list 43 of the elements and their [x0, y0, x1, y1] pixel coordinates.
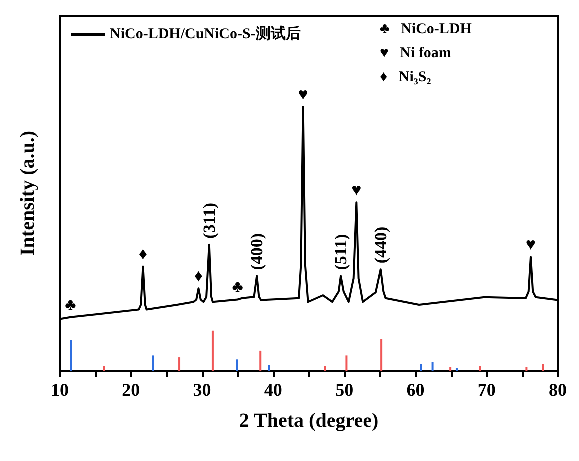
bar	[324, 366, 326, 371]
annotation: ♥	[298, 85, 308, 104]
bar	[432, 362, 434, 371]
annotation: (440)	[371, 226, 390, 264]
text: ♣ NiCo-LDH	[380, 22, 472, 38]
bar	[268, 365, 270, 371]
y-axis-title: Intensity (a.u.)	[17, 130, 39, 256]
bar	[450, 367, 452, 371]
text: ♦ Ni₃S₂	[380, 70, 432, 86]
annotation: (511)	[332, 234, 351, 270]
bar	[178, 358, 181, 371]
x-axis-title: 2 Theta (degree)	[239, 410, 379, 432]
x-tick-label: 60	[406, 380, 425, 400]
x-tick-label: 30	[193, 380, 212, 400]
bar	[212, 330, 214, 371]
x-tick-label: 80	[549, 380, 567, 400]
legend-label: NiCo-LDH/CuNiCo-S-测试后	[110, 26, 301, 42]
bar	[479, 366, 482, 371]
bar	[260, 350, 262, 371]
annotation: (400)	[248, 233, 267, 270]
bar	[526, 367, 528, 371]
annotation: (311)	[200, 202, 219, 239]
annotation: ♥	[526, 235, 536, 254]
x-tick-label: 50	[336, 380, 354, 400]
bar	[542, 364, 544, 371]
annotation: ♥	[352, 180, 362, 200]
x-tick-label: 10	[51, 380, 69, 400]
annotation: ♦	[138, 244, 148, 264]
bar	[380, 339, 383, 371]
bar	[346, 356, 348, 371]
annotation: ♦	[194, 266, 204, 286]
bar	[456, 368, 458, 371]
bar	[70, 340, 72, 371]
annotation: ♣	[65, 295, 76, 314]
x-tick-label: 70	[478, 380, 496, 400]
x-tick-label: 40	[264, 380, 282, 400]
bar	[236, 360, 238, 371]
text: ♥ Ni foam	[380, 46, 452, 62]
x-tick-label: 20	[122, 380, 140, 400]
bar	[152, 356, 154, 371]
annotation: ♣	[232, 278, 244, 297]
bar	[103, 366, 106, 371]
bar	[420, 364, 422, 371]
